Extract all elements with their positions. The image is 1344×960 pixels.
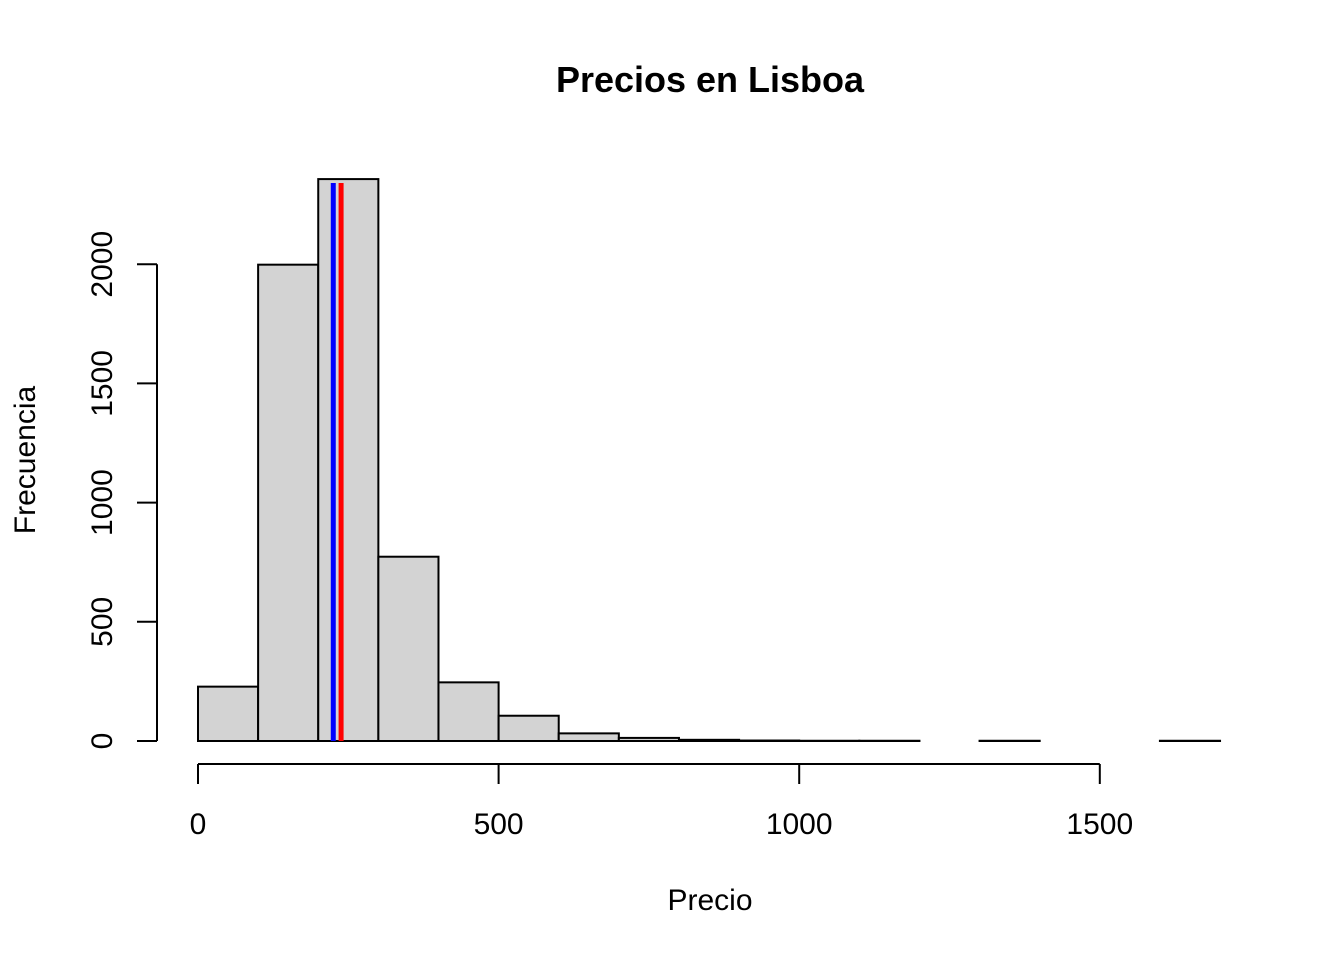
- x-axis: 0 500 1000 1500: [190, 763, 1133, 841]
- histogram-bar: [497, 714, 560, 743]
- x-tick-label: 0: [190, 808, 207, 841]
- histogram-bars: [197, 178, 1222, 743]
- chart-title: Precios en Lisboa: [556, 59, 865, 100]
- histogram-bar: [557, 732, 620, 743]
- x-tick-label: 1000: [766, 808, 833, 841]
- y-tick-label: 1500: [86, 350, 119, 417]
- y-tick-label: 0: [86, 733, 119, 750]
- histogram-bar: [617, 736, 680, 743]
- histogram-bar: [317, 178, 380, 743]
- histogram-bar: [377, 555, 440, 742]
- x-tick-label: 1500: [1066, 808, 1133, 841]
- y-tick-label: 1000: [86, 469, 119, 536]
- histogram-bar: [257, 263, 320, 742]
- histogram-bar: [197, 685, 260, 742]
- histogram-bar: [437, 681, 500, 742]
- x-tick-label: 500: [474, 808, 524, 841]
- x-axis-label: Precio: [667, 884, 752, 917]
- y-tick-label: 500: [86, 597, 119, 647]
- reference-lines: [330, 183, 344, 741]
- y-axis-label: Frecuencia: [9, 385, 42, 534]
- histogram-bar: [677, 738, 741, 742]
- y-axis: 0 500 1000 1500 2000: [86, 231, 158, 750]
- y-tick-label: 2000: [86, 231, 119, 298]
